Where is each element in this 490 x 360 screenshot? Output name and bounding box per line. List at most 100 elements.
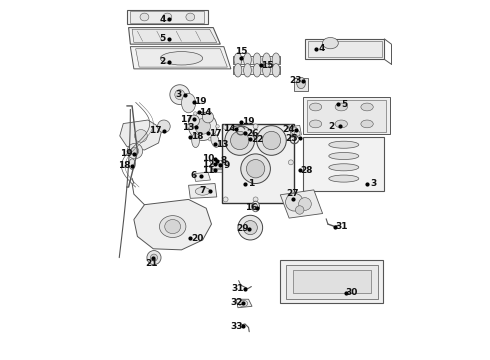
- Text: 15: 15: [261, 61, 273, 70]
- Ellipse shape: [194, 112, 197, 115]
- Polygon shape: [194, 172, 210, 181]
- Ellipse shape: [329, 153, 359, 159]
- Ellipse shape: [129, 159, 135, 170]
- Circle shape: [241, 154, 270, 184]
- Text: 4: 4: [318, 44, 325, 53]
- Circle shape: [202, 112, 214, 123]
- Ellipse shape: [194, 138, 197, 141]
- Ellipse shape: [329, 175, 359, 182]
- Text: 17: 17: [149, 126, 161, 135]
- Text: 7: 7: [199, 186, 206, 195]
- Circle shape: [230, 131, 249, 150]
- Polygon shape: [286, 265, 378, 299]
- Text: 17: 17: [209, 129, 221, 138]
- Ellipse shape: [160, 51, 203, 65]
- Circle shape: [253, 124, 258, 129]
- Text: 19: 19: [242, 117, 255, 126]
- Ellipse shape: [244, 53, 251, 66]
- Circle shape: [175, 90, 185, 100]
- Circle shape: [157, 120, 170, 133]
- Polygon shape: [303, 97, 390, 134]
- Ellipse shape: [208, 112, 212, 115]
- Text: 31: 31: [335, 222, 347, 231]
- Circle shape: [294, 131, 300, 136]
- Circle shape: [225, 126, 254, 155]
- Text: 25: 25: [286, 134, 298, 143]
- Ellipse shape: [253, 64, 261, 77]
- Circle shape: [195, 118, 210, 134]
- Text: 1: 1: [248, 179, 254, 188]
- Text: 23: 23: [289, 76, 302, 85]
- Circle shape: [289, 197, 294, 202]
- Text: 13: 13: [216, 140, 228, 149]
- Ellipse shape: [186, 125, 190, 128]
- Circle shape: [291, 127, 298, 134]
- Circle shape: [286, 193, 303, 211]
- Ellipse shape: [254, 204, 258, 209]
- Circle shape: [245, 138, 251, 144]
- Polygon shape: [305, 39, 384, 59]
- Circle shape: [238, 215, 263, 240]
- Text: 2: 2: [160, 57, 166, 66]
- Polygon shape: [303, 137, 384, 191]
- Ellipse shape: [140, 13, 149, 21]
- Text: 19: 19: [120, 149, 132, 158]
- Text: 4: 4: [160, 15, 166, 24]
- Polygon shape: [210, 169, 224, 172]
- Polygon shape: [222, 123, 294, 203]
- Text: 3: 3: [175, 90, 182, 99]
- Polygon shape: [293, 270, 371, 293]
- Text: 15: 15: [235, 48, 248, 57]
- Polygon shape: [308, 41, 382, 57]
- Text: 29: 29: [236, 224, 248, 233]
- Ellipse shape: [216, 125, 219, 128]
- Circle shape: [257, 126, 286, 155]
- Circle shape: [189, 112, 217, 140]
- Polygon shape: [130, 47, 231, 69]
- Circle shape: [223, 125, 228, 130]
- Text: 6: 6: [191, 171, 197, 180]
- Text: 3: 3: [370, 179, 376, 188]
- Circle shape: [253, 197, 258, 202]
- Ellipse shape: [335, 103, 347, 111]
- Text: 16: 16: [245, 203, 257, 212]
- Text: 18: 18: [118, 161, 131, 170]
- Polygon shape: [130, 12, 204, 23]
- Text: 30: 30: [346, 288, 358, 297]
- Circle shape: [147, 251, 161, 265]
- Circle shape: [127, 143, 143, 159]
- Ellipse shape: [192, 134, 199, 148]
- Ellipse shape: [296, 77, 305, 89]
- Text: 22: 22: [251, 135, 264, 144]
- Circle shape: [170, 85, 190, 104]
- Polygon shape: [290, 125, 301, 137]
- Circle shape: [188, 115, 199, 126]
- Ellipse shape: [253, 53, 261, 66]
- Ellipse shape: [234, 53, 242, 66]
- Circle shape: [298, 198, 311, 210]
- Circle shape: [295, 206, 304, 214]
- Ellipse shape: [195, 188, 210, 195]
- Ellipse shape: [239, 300, 247, 307]
- Ellipse shape: [329, 164, 359, 171]
- Text: 10: 10: [202, 154, 215, 163]
- Circle shape: [131, 147, 139, 155]
- Polygon shape: [132, 30, 217, 42]
- Circle shape: [246, 159, 265, 178]
- Circle shape: [289, 160, 294, 165]
- Text: 28: 28: [300, 166, 312, 175]
- Ellipse shape: [186, 13, 195, 21]
- Circle shape: [243, 221, 257, 235]
- Text: 5: 5: [342, 100, 348, 109]
- Ellipse shape: [252, 201, 260, 212]
- Polygon shape: [233, 56, 280, 64]
- Ellipse shape: [165, 220, 181, 234]
- Text: 12: 12: [202, 159, 215, 168]
- Ellipse shape: [272, 64, 280, 77]
- Text: 11: 11: [202, 166, 215, 175]
- Polygon shape: [134, 199, 212, 250]
- Circle shape: [150, 254, 157, 261]
- Ellipse shape: [263, 64, 270, 77]
- Polygon shape: [245, 137, 256, 145]
- Text: 21: 21: [145, 260, 158, 269]
